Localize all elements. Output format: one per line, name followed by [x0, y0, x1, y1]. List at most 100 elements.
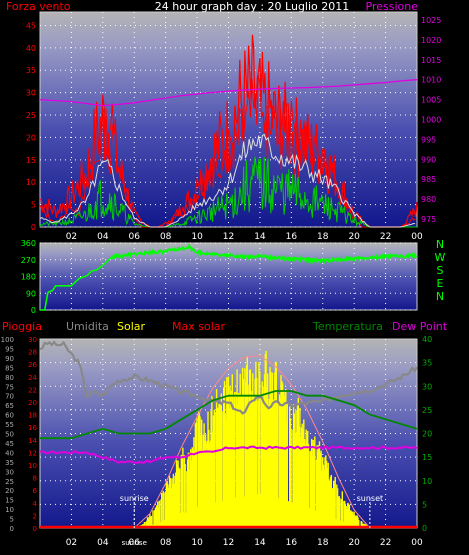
solar-bar — [267, 405, 270, 528]
y-outer-tick-label: 75 — [5, 383, 14, 391]
series-temperatura — [40, 390, 418, 440]
solar-bar — [164, 519, 166, 528]
solar-bar — [250, 403, 252, 528]
solar-bar — [202, 434, 204, 528]
solar-bar — [237, 404, 239, 528]
y-right-tick-label: 10 — [422, 477, 432, 486]
x-tick-label: 20 — [348, 538, 360, 548]
solar-bar — [284, 390, 286, 528]
y-outer-tick-label: 5 — [10, 516, 14, 524]
solar-bar — [300, 436, 302, 528]
y-inner-tick-label: 8 — [33, 475, 37, 483]
solar-bar — [186, 459, 189, 528]
solar-bar — [161, 493, 163, 528]
legend-umidita: Umidita — [66, 320, 109, 333]
solar-bar — [302, 429, 304, 528]
series-max-solar — [133, 355, 371, 529]
solar-bar — [231, 374, 233, 528]
solar-bar — [314, 436, 316, 528]
y-outer-tick-label: 80 — [5, 374, 14, 382]
solar-bar — [223, 380, 226, 528]
solar-bar — [315, 459, 318, 528]
solar-bar — [152, 510, 154, 528]
solar-bar — [246, 356, 248, 528]
solar-bar — [307, 431, 309, 528]
solar-bar — [310, 450, 312, 528]
solar-bar — [218, 403, 220, 528]
solar-bar — [330, 474, 332, 528]
solar-bar — [225, 420, 227, 528]
compass-letter: W — [435, 251, 446, 264]
solar-bar — [313, 444, 315, 528]
x-tick-label: 08 — [160, 232, 172, 242]
solar-bar — [173, 483, 175, 528]
solar-bar — [157, 501, 159, 528]
solar-bar — [256, 377, 258, 528]
solar-bar — [253, 400, 255, 528]
solar-bar — [172, 473, 175, 528]
solar-bar — [153, 510, 156, 528]
y-right-tick-label: 15 — [422, 453, 432, 462]
solar-bar — [159, 522, 161, 528]
y-right-tick-label: 25 — [422, 406, 432, 415]
solar-bar — [168, 475, 171, 528]
solar-bar — [319, 452, 321, 528]
y-left-tick-label: 30 — [26, 89, 36, 98]
solar-bar — [201, 450, 204, 528]
solar-bar — [232, 394, 234, 528]
solar-bar — [219, 404, 222, 528]
solar-bar — [241, 396, 243, 528]
solar-bar — [336, 484, 338, 528]
y-outer-tick-label: 55 — [5, 421, 14, 429]
y-right-tick-label: 985 — [421, 175, 436, 184]
y-right-tick-label: 1010 — [421, 76, 441, 85]
solar-bar — [341, 491, 343, 528]
y-inner-tick-label: 2 — [33, 512, 37, 520]
solar-bar — [339, 498, 341, 528]
y-inner-tick-label: 22 — [28, 386, 37, 394]
solar-bar — [237, 393, 240, 528]
solar-bar — [288, 501, 290, 528]
solar-bar — [333, 484, 336, 528]
solar-bar — [154, 508, 157, 528]
solar-bar — [361, 521, 363, 528]
solar-bar — [256, 494, 259, 528]
solar-bar — [259, 493, 262, 528]
solar-bar — [170, 488, 172, 528]
y-outer-tick-label: 45 — [5, 440, 14, 448]
y-inner-tick-label: 24 — [28, 374, 37, 382]
legend-temperatura: Temperatura — [312, 320, 383, 333]
solar-bar — [307, 443, 310, 528]
solar-bar — [174, 476, 176, 528]
series-vento-verde — [39, 156, 417, 228]
series-forza-vento — [39, 75, 416, 228]
solar-bar — [150, 516, 153, 528]
solar-bar — [277, 403, 279, 528]
solar-bar — [213, 409, 215, 528]
solar-bar — [287, 501, 289, 528]
solar-bar — [219, 404, 221, 528]
solar-bar — [278, 394, 281, 528]
solar-bar — [233, 408, 235, 528]
y-outer-tick-label: 25 — [5, 478, 14, 486]
solar-bar — [169, 478, 171, 528]
solar-bar — [211, 395, 213, 528]
solar-bar — [148, 516, 150, 528]
solar-bar — [280, 375, 282, 528]
y-tick-label: 360 — [21, 239, 36, 248]
y-right-tick-label: 20 — [422, 430, 432, 439]
y-right-tick-label: 5 — [422, 500, 427, 509]
y-outer-tick-label: 100 — [1, 336, 14, 344]
solar-bar — [321, 470, 323, 528]
y-left-tick-label: 20 — [26, 133, 36, 142]
compass-letter: S — [437, 264, 444, 277]
y-outer-tick-label: 35 — [5, 459, 14, 467]
y-right-tick-label: 30 — [422, 382, 432, 391]
solar-bar — [158, 500, 160, 528]
compass-letter: N — [436, 290, 444, 303]
solar-bar — [191, 447, 193, 528]
solar-bar — [267, 373, 269, 528]
solar-bar — [177, 460, 179, 528]
